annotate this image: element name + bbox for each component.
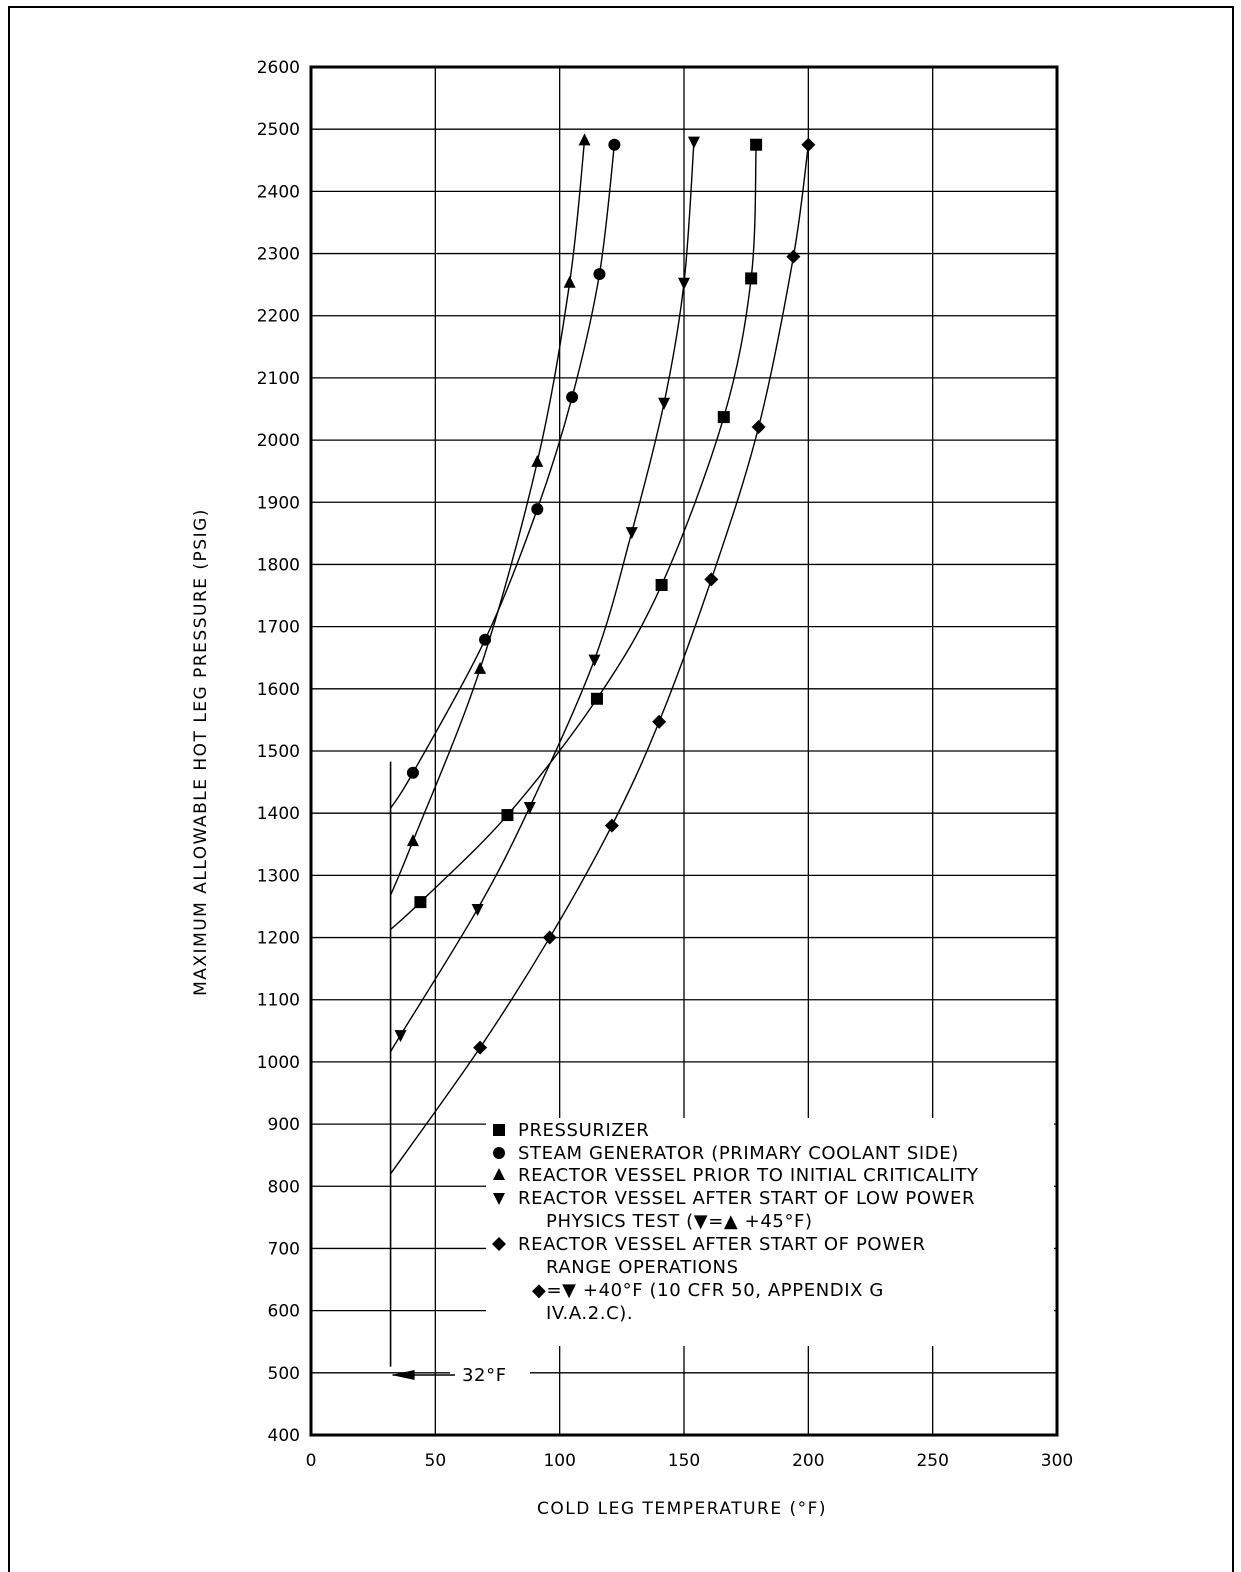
data-point-diamond [604,818,619,833]
data-point-diamond [542,930,557,945]
x-tick-label: 300 [1041,1451,1073,1471]
data-point-square [655,578,668,591]
data-point-diamond [704,572,719,587]
y-tick-label: 2100 [257,369,300,389]
y-tick-label: 900 [268,1115,300,1135]
x-tick-label: 250 [916,1451,948,1471]
data-point-square [590,692,603,705]
legend-entry: REACTOR VESSEL AFTER START OF LOW POWER [518,1188,975,1209]
data-point-triangle-up [578,133,591,146]
series-curves [389,140,810,1175]
y-tick-label: 2400 [257,182,300,202]
legend-entry: ◆=▼ +40°F (10 CFR 50, APPENDIX G [532,1280,884,1301]
series-curve-circle [389,144,616,809]
legend-entry: PRESSURIZER [518,1120,649,1141]
x-tick-label: 200 [792,1451,824,1471]
data-point-circle [406,766,419,779]
plot-area-border [309,65,1059,1437]
legend-background [450,1118,1054,1391]
series-curve-triangle-down [389,141,695,1053]
y-tick-label: 1800 [257,555,300,575]
legend-marker-triangle-down [493,1193,505,1205]
data-point-circle [608,138,621,151]
data-point-diamond [652,714,667,729]
data-point-square [717,411,730,424]
legend-marker-diamond [492,1237,506,1251]
data-point-circle [479,633,492,646]
data-point-circle [593,268,606,281]
data-point-square [414,896,427,909]
data-point-diamond [751,420,766,435]
data-point-triangle-down [394,1030,407,1043]
legend-box [486,1118,1054,1346]
data-point-square [745,272,758,285]
y-tick-label: 1900 [257,493,300,513]
x-tick-label: 0 [306,1451,317,1471]
data-point-square [750,138,763,151]
data-point-square [501,809,514,822]
y-tick-label: 1700 [257,618,300,638]
y-tick-label: 1400 [257,804,300,824]
y-axis-label: MAXIMUM ALLOWABLE HOT LEG PRESSURE (PSIG… [191,508,211,996]
x-axis-label: COLD LEG TEMPERATURE (°F) [537,1499,827,1519]
y-tick-label: 1000 [257,1053,300,1073]
y-tick-label: 2500 [257,120,300,140]
y-tick-label: 500 [268,1364,300,1384]
ref-label-box [450,1355,530,1391]
reference-arrow-head [391,1370,415,1380]
x-tick-label: 150 [668,1451,700,1471]
y-tick-label: 800 [268,1177,300,1197]
x-tick-label: 100 [543,1451,575,1471]
legend-entry: STEAM GENERATOR (PRIMARY COOLANT SIDE) [518,1143,959,1164]
series-markers [394,133,816,1055]
page-frame [8,6,1234,1572]
data-point-circle [531,503,544,516]
reference-line-group: 32°F [389,761,507,1386]
y-tick-label: 2600 [257,58,300,78]
data-point-triangle-up [531,454,544,467]
legend-entry: REACTOR VESSEL PRIOR TO INITIAL CRITICAL… [518,1165,979,1186]
data-point-triangle-up [406,834,419,847]
data-point-diamond [473,1040,488,1055]
data-point-triangle-down [658,397,671,410]
reference-line-label: 32°F [462,1365,507,1386]
y-tick-label: 1100 [257,991,300,1011]
y-tick-label: 2000 [257,431,300,451]
y-tick-label: 2300 [257,245,300,265]
data-point-triangle-up [474,661,487,674]
legend-marker-circle [493,1147,505,1159]
data-point-triangle-down [625,527,638,540]
data-point-triangle-up [563,275,576,288]
x-tick-label: 50 [425,1451,447,1471]
data-point-diamond [801,137,816,152]
data-point-triangle-down [687,136,700,149]
data-point-diamond [786,249,801,264]
legend-entry: IV.A.2.C). [546,1303,633,1324]
data-point-triangle-down [588,654,601,667]
data-point-circle [566,391,579,404]
y-tick-label: 1300 [257,866,300,886]
plot-border [309,65,1059,1437]
legend-marker-square [493,1124,505,1136]
y-tick-label: 1200 [257,929,300,949]
y-tick-label: 700 [268,1239,300,1259]
data-point-triangle-down [678,277,690,290]
y-tick-label: 400 [268,1426,300,1446]
legend-marker-triangle-up [493,1168,505,1180]
series-curve-triangle-up [389,140,586,896]
y-tick-label: 2200 [257,307,300,327]
y-tick-label: 1500 [257,742,300,762]
legend-entry: PHYSICS TEST (▼=▲ +45°F) [546,1211,813,1232]
y-tick-label: 600 [268,1302,300,1322]
data-point-triangle-down [471,903,484,916]
data-point-triangle-down [523,801,536,814]
tick-labels: 0 50 100 150 200 250 300 400 500 600 700 800 900 1000… [257,58,1073,1471]
legend-entry: REACTOR VESSEL AFTER START OF POWER [518,1234,926,1255]
y-tick-label: 1600 [257,680,300,700]
series-curve-square [390,144,757,930]
series-curve-diamond [390,144,810,1175]
legend-entry: RANGE OPERATIONS [546,1257,739,1278]
